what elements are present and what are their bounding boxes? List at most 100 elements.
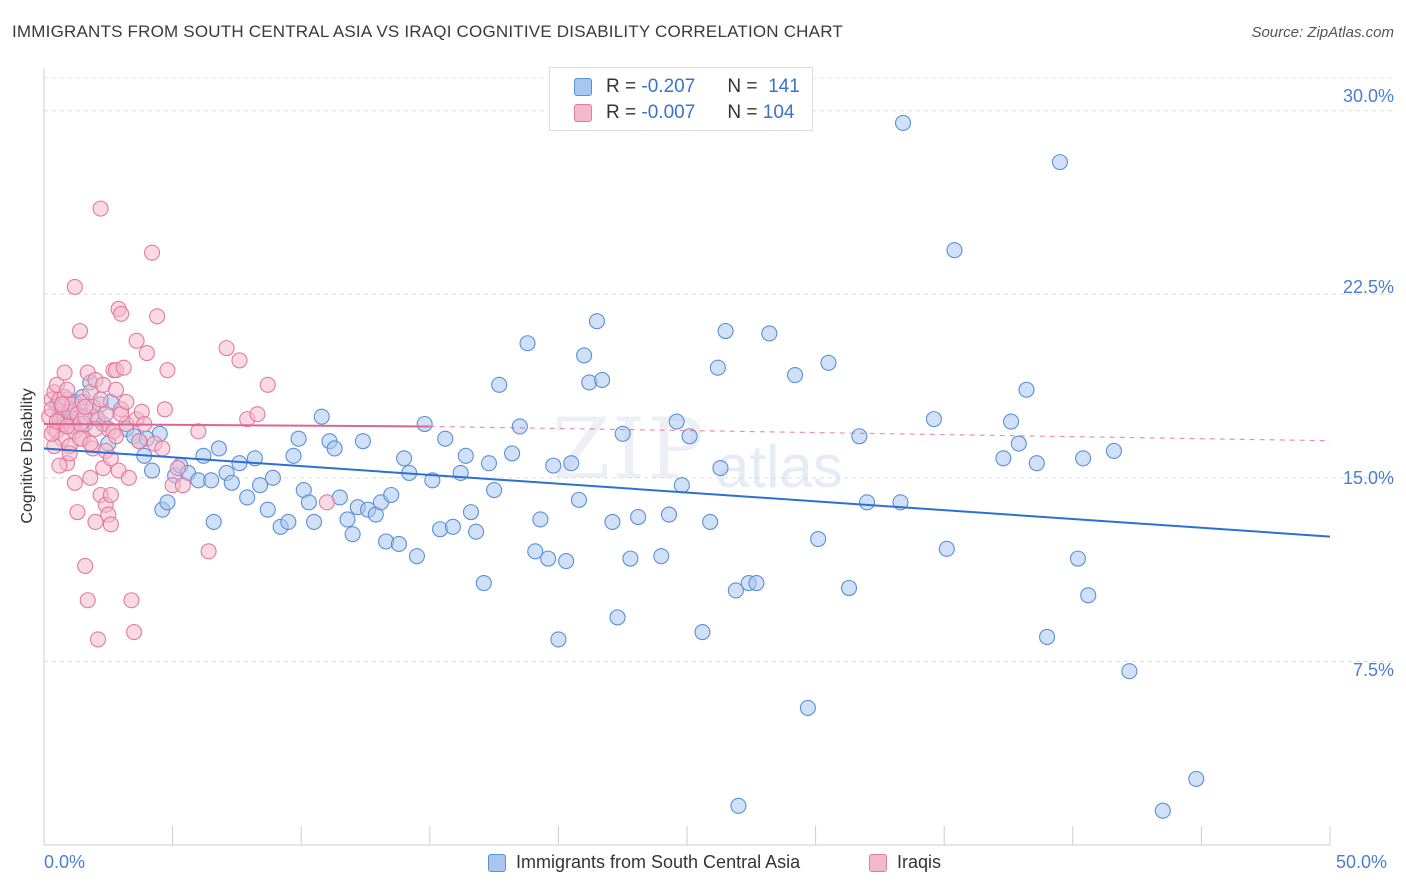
x-tick-label: 50.0% (1336, 852, 1388, 872)
r-value: -0.007 (641, 102, 696, 123)
data-point-pink (102, 450, 119, 467)
legend-item-south-central-asia[interactable]: Immigrants from South Central Asia (488, 852, 800, 873)
data-point-blue (851, 428, 868, 445)
data-point-blue (894, 114, 912, 132)
data-point-blue (203, 472, 220, 489)
source-label: Source: ZipAtlas.com (1251, 24, 1394, 41)
data-point-blue (306, 513, 323, 530)
blue-swatch-icon (488, 853, 506, 872)
data-point-pink (92, 200, 109, 217)
data-point-blue (195, 447, 212, 464)
data-point-blue (712, 460, 729, 477)
data-point-blue (290, 430, 307, 447)
data-point-pink (149, 308, 166, 325)
data-point-pink (71, 322, 89, 340)
legend-item-iraqis[interactable]: Iraqis (869, 852, 941, 873)
data-point-blue (799, 699, 816, 716)
r-label: R = (606, 102, 637, 123)
data-point-pink (128, 332, 145, 349)
legend-row-pink: R = -0.007 N = 104 (574, 101, 794, 125)
data-point-pink (131, 433, 148, 450)
data-point-blue (550, 631, 567, 648)
data-point-blue (748, 575, 765, 592)
data-point-pink (69, 504, 86, 521)
data-point-blue (313, 408, 330, 425)
data-point-blue (622, 550, 639, 567)
data-point-pink (79, 592, 96, 609)
data-point-blue (730, 797, 747, 814)
data-point-blue (480, 455, 498, 472)
data-point-blue (468, 523, 485, 540)
data-point-pink (143, 244, 161, 261)
data-point-blue (938, 540, 955, 557)
n-value: 141 (768, 76, 800, 97)
data-point-blue (1010, 435, 1027, 452)
data-point-pink (82, 469, 99, 486)
data-point-blue (673, 477, 690, 494)
data-point-blue (285, 447, 302, 464)
data-point-blue (462, 504, 480, 521)
y-tick-label: 15.0% (1342, 468, 1394, 488)
data-point-blue (1154, 802, 1171, 819)
data-point-blue (390, 535, 407, 552)
data-point-blue (280, 513, 297, 530)
data-point-pink (97, 406, 114, 423)
data-point-blue (761, 325, 778, 342)
data-point-pink (218, 340, 235, 357)
data-point-blue (594, 371, 611, 389)
data-point-blue (205, 513, 222, 530)
data-point-blue (1018, 381, 1035, 398)
data-point-pink (102, 486, 119, 504)
data-point-blue (1003, 413, 1020, 430)
data-point-blue (614, 425, 631, 442)
watermark-atlas: atlas (716, 433, 843, 500)
data-point-blue (540, 550, 557, 567)
n-value: 104 (762, 102, 795, 123)
data-point-pink (113, 305, 130, 322)
data-point-blue (519, 335, 536, 352)
data-point-blue (416, 415, 433, 433)
data-point-pink (61, 445, 78, 462)
trend-line-blue (43, 447, 1331, 538)
data-point-blue (702, 513, 719, 530)
data-point-pink (56, 364, 73, 381)
y-tick-label: 22.5% (1342, 277, 1394, 297)
data-point-blue (1105, 442, 1123, 459)
data-point-pink (66, 278, 83, 295)
data-point-pink (138, 344, 155, 362)
data-point-pink (107, 381, 125, 398)
data-point-pink (102, 516, 119, 533)
data-point-pink (59, 418, 76, 435)
data-point-blue (457, 447, 474, 464)
y-axis-label: Cognitive Disability (19, 388, 36, 524)
data-point-blue (588, 313, 606, 330)
data-point-blue (408, 548, 425, 565)
data-point-blue (1121, 663, 1138, 680)
data-point-pink (259, 376, 276, 393)
data-point-blue (143, 462, 161, 479)
data-point-blue (383, 486, 400, 504)
data-point-blue (1075, 450, 1092, 467)
data-point-pink (154, 440, 171, 457)
data-point-blue (1069, 550, 1086, 567)
data-point-pink (118, 393, 135, 411)
y-tick-label: 7.5% (1352, 660, 1394, 680)
data-point-pink (125, 624, 143, 641)
data-point-pink (318, 494, 335, 511)
pink-swatch-icon (869, 853, 887, 872)
data-point-pink (159, 362, 176, 379)
data-point-blue (925, 411, 942, 428)
data-point-blue (717, 322, 734, 340)
trend-line-pink (43, 423, 430, 428)
data-point-blue (491, 376, 508, 393)
data-point-pink (120, 469, 137, 486)
data-point-blue (681, 428, 698, 445)
data-point-blue (576, 347, 593, 364)
data-point-blue (339, 511, 356, 528)
data-point-blue (504, 445, 521, 462)
data-point-pink (82, 435, 99, 452)
legend-label: Iraqis (897, 852, 942, 872)
data-point-pink (231, 352, 248, 369)
data-point-blue (475, 575, 492, 592)
